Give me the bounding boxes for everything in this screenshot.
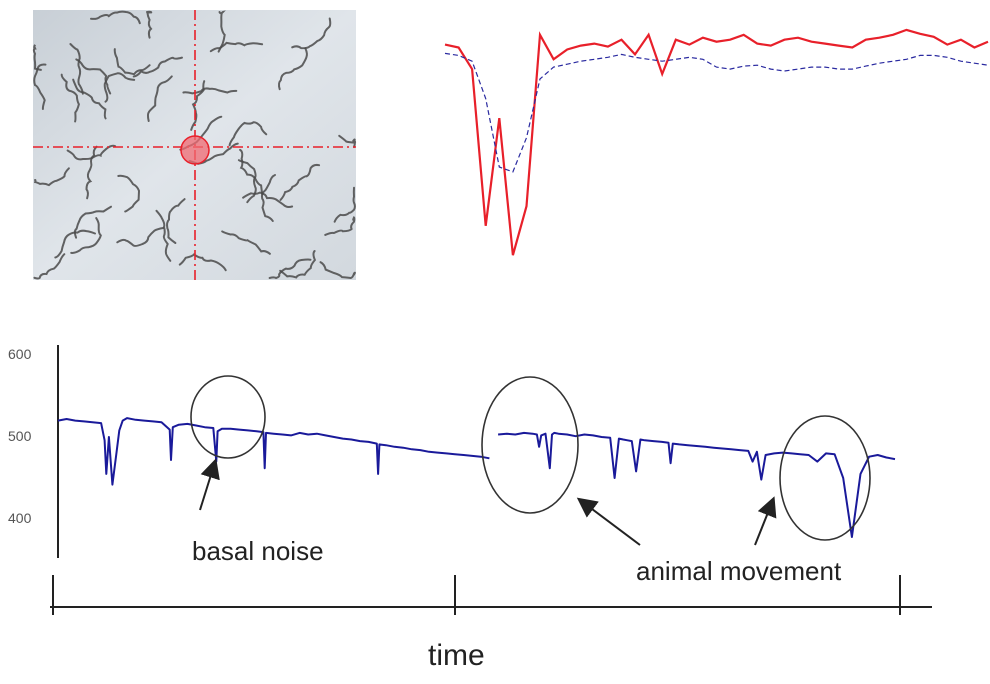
worm-shape [132, 56, 183, 78]
y-tick-label-400: 400 [8, 510, 32, 526]
target-circle [180, 135, 210, 165]
worm-shape [279, 163, 321, 201]
movement-circle-1 [481, 376, 579, 514]
worm-shape [70, 217, 102, 254]
worm-shape [324, 216, 356, 236]
animal-movement-label: animal movement [636, 556, 842, 586]
worm-shape [90, 10, 141, 25]
worm-shape [319, 261, 356, 280]
x-axis-label: time [428, 639, 485, 672]
worm-shape [166, 198, 186, 244]
y-tick-label-600: 600 [8, 346, 32, 362]
worm-shape [146, 75, 173, 122]
worm-shape [178, 253, 227, 272]
worm-shape [146, 10, 153, 39]
worm-shape [182, 87, 238, 95]
basal-noise-circle [190, 375, 266, 459]
worm-shape [116, 227, 165, 247]
bottom-series-line-1 [57, 417, 490, 486]
basal-noise-label: basal noise [192, 536, 324, 566]
worm-shape [73, 205, 112, 239]
worm-shape [155, 209, 172, 262]
worm-shape [333, 186, 356, 223]
worm-shape [85, 145, 98, 200]
worm-shape [113, 48, 151, 76]
bottom-series-line-2 [498, 431, 896, 538]
basal-noise-arrow [199, 458, 220, 511]
bottom-trace-chart: 600 500 400 basal noise animal movement … [8, 345, 932, 672]
worm-shape [69, 43, 84, 95]
worm-shape [75, 58, 112, 95]
movement-circle-2 [779, 415, 871, 541]
top-trace-chart [444, 28, 989, 256]
worm-shape [32, 44, 42, 71]
worm-shape [338, 134, 357, 149]
movement-arrow-1 [576, 497, 641, 546]
y-tick-label-500: 500 [8, 428, 32, 444]
worm-shape [260, 174, 276, 222]
worm-shape [54, 229, 96, 259]
worm-shape [72, 78, 107, 120]
top-series-line-1 [444, 28, 989, 256]
worm-shape [60, 73, 80, 123]
top-series-line-2 [444, 52, 989, 173]
worm-shape [221, 230, 271, 255]
worm-shape [66, 144, 117, 161]
worm-shape [228, 121, 268, 147]
worm-shape [239, 148, 264, 196]
worm-shape [117, 174, 141, 213]
bottom-series-group [57, 417, 896, 538]
worm-shape [268, 258, 312, 280]
worm-shape [33, 253, 66, 280]
worm-shape [279, 250, 317, 279]
worm-shape [34, 167, 70, 187]
worm-shape [242, 191, 294, 208]
worm-shape [291, 17, 332, 50]
worm-shape [103, 72, 136, 103]
worm-shape [277, 47, 308, 91]
worms-group [32, 10, 357, 280]
worm-shape [209, 41, 264, 53]
worm-shape [217, 10, 226, 53]
movement-arrow-2 [754, 496, 777, 546]
worm-culture-photo [32, 10, 357, 280]
